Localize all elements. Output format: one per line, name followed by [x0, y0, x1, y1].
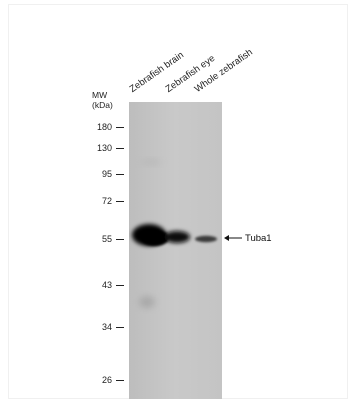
mw-marker-tick [116, 201, 124, 202]
target-name: Tuba1 [245, 233, 272, 244]
mw-marker-180: 180 [80, 122, 126, 132]
mw-marker-tick [116, 127, 124, 128]
mw-marker-tick [116, 148, 124, 149]
mw-marker-tick [116, 174, 124, 175]
mw-title-line1: MW [92, 90, 108, 100]
mw-marker-130: 130 [80, 143, 126, 153]
mw-marker-95: 95 [80, 169, 126, 179]
target-band-label: Tuba1 [224, 233, 272, 245]
western-blot-membrane [129, 102, 222, 399]
mw-marker-26: 26 [80, 375, 126, 385]
mw-title-line2: (kDa) [92, 100, 113, 110]
mw-marker-label: 55 [101, 234, 112, 244]
membrane-background [129, 102, 222, 399]
mw-marker-tick [116, 285, 124, 286]
mw-marker-55: 55 [80, 234, 126, 244]
arrow-left-icon [224, 235, 242, 242]
mw-marker-label: 34 [101, 322, 112, 332]
faint-band-lane1 [139, 296, 155, 308]
mw-marker-label: 72 [101, 196, 112, 206]
mw-marker-label: 95 [101, 169, 112, 179]
mw-marker-tick [116, 380, 124, 381]
background-smear [141, 159, 161, 165]
band-whole-zebrafish [195, 235, 217, 243]
mw-title: MW (kDa) [92, 90, 113, 110]
mw-marker-label: 130 [96, 143, 112, 153]
mw-marker-43: 43 [80, 280, 126, 290]
mw-marker-tick [116, 327, 124, 328]
band-zebrafish-brain-core [141, 230, 169, 246]
mw-marker-label: 26 [101, 375, 112, 385]
mw-marker-label: 180 [96, 122, 112, 132]
band-zebrafish-eye [164, 231, 190, 243]
mw-marker-tick [116, 239, 124, 240]
mw-marker-72: 72 [80, 196, 126, 206]
mw-marker-label: 43 [101, 280, 112, 290]
mw-marker-34: 34 [80, 322, 126, 332]
